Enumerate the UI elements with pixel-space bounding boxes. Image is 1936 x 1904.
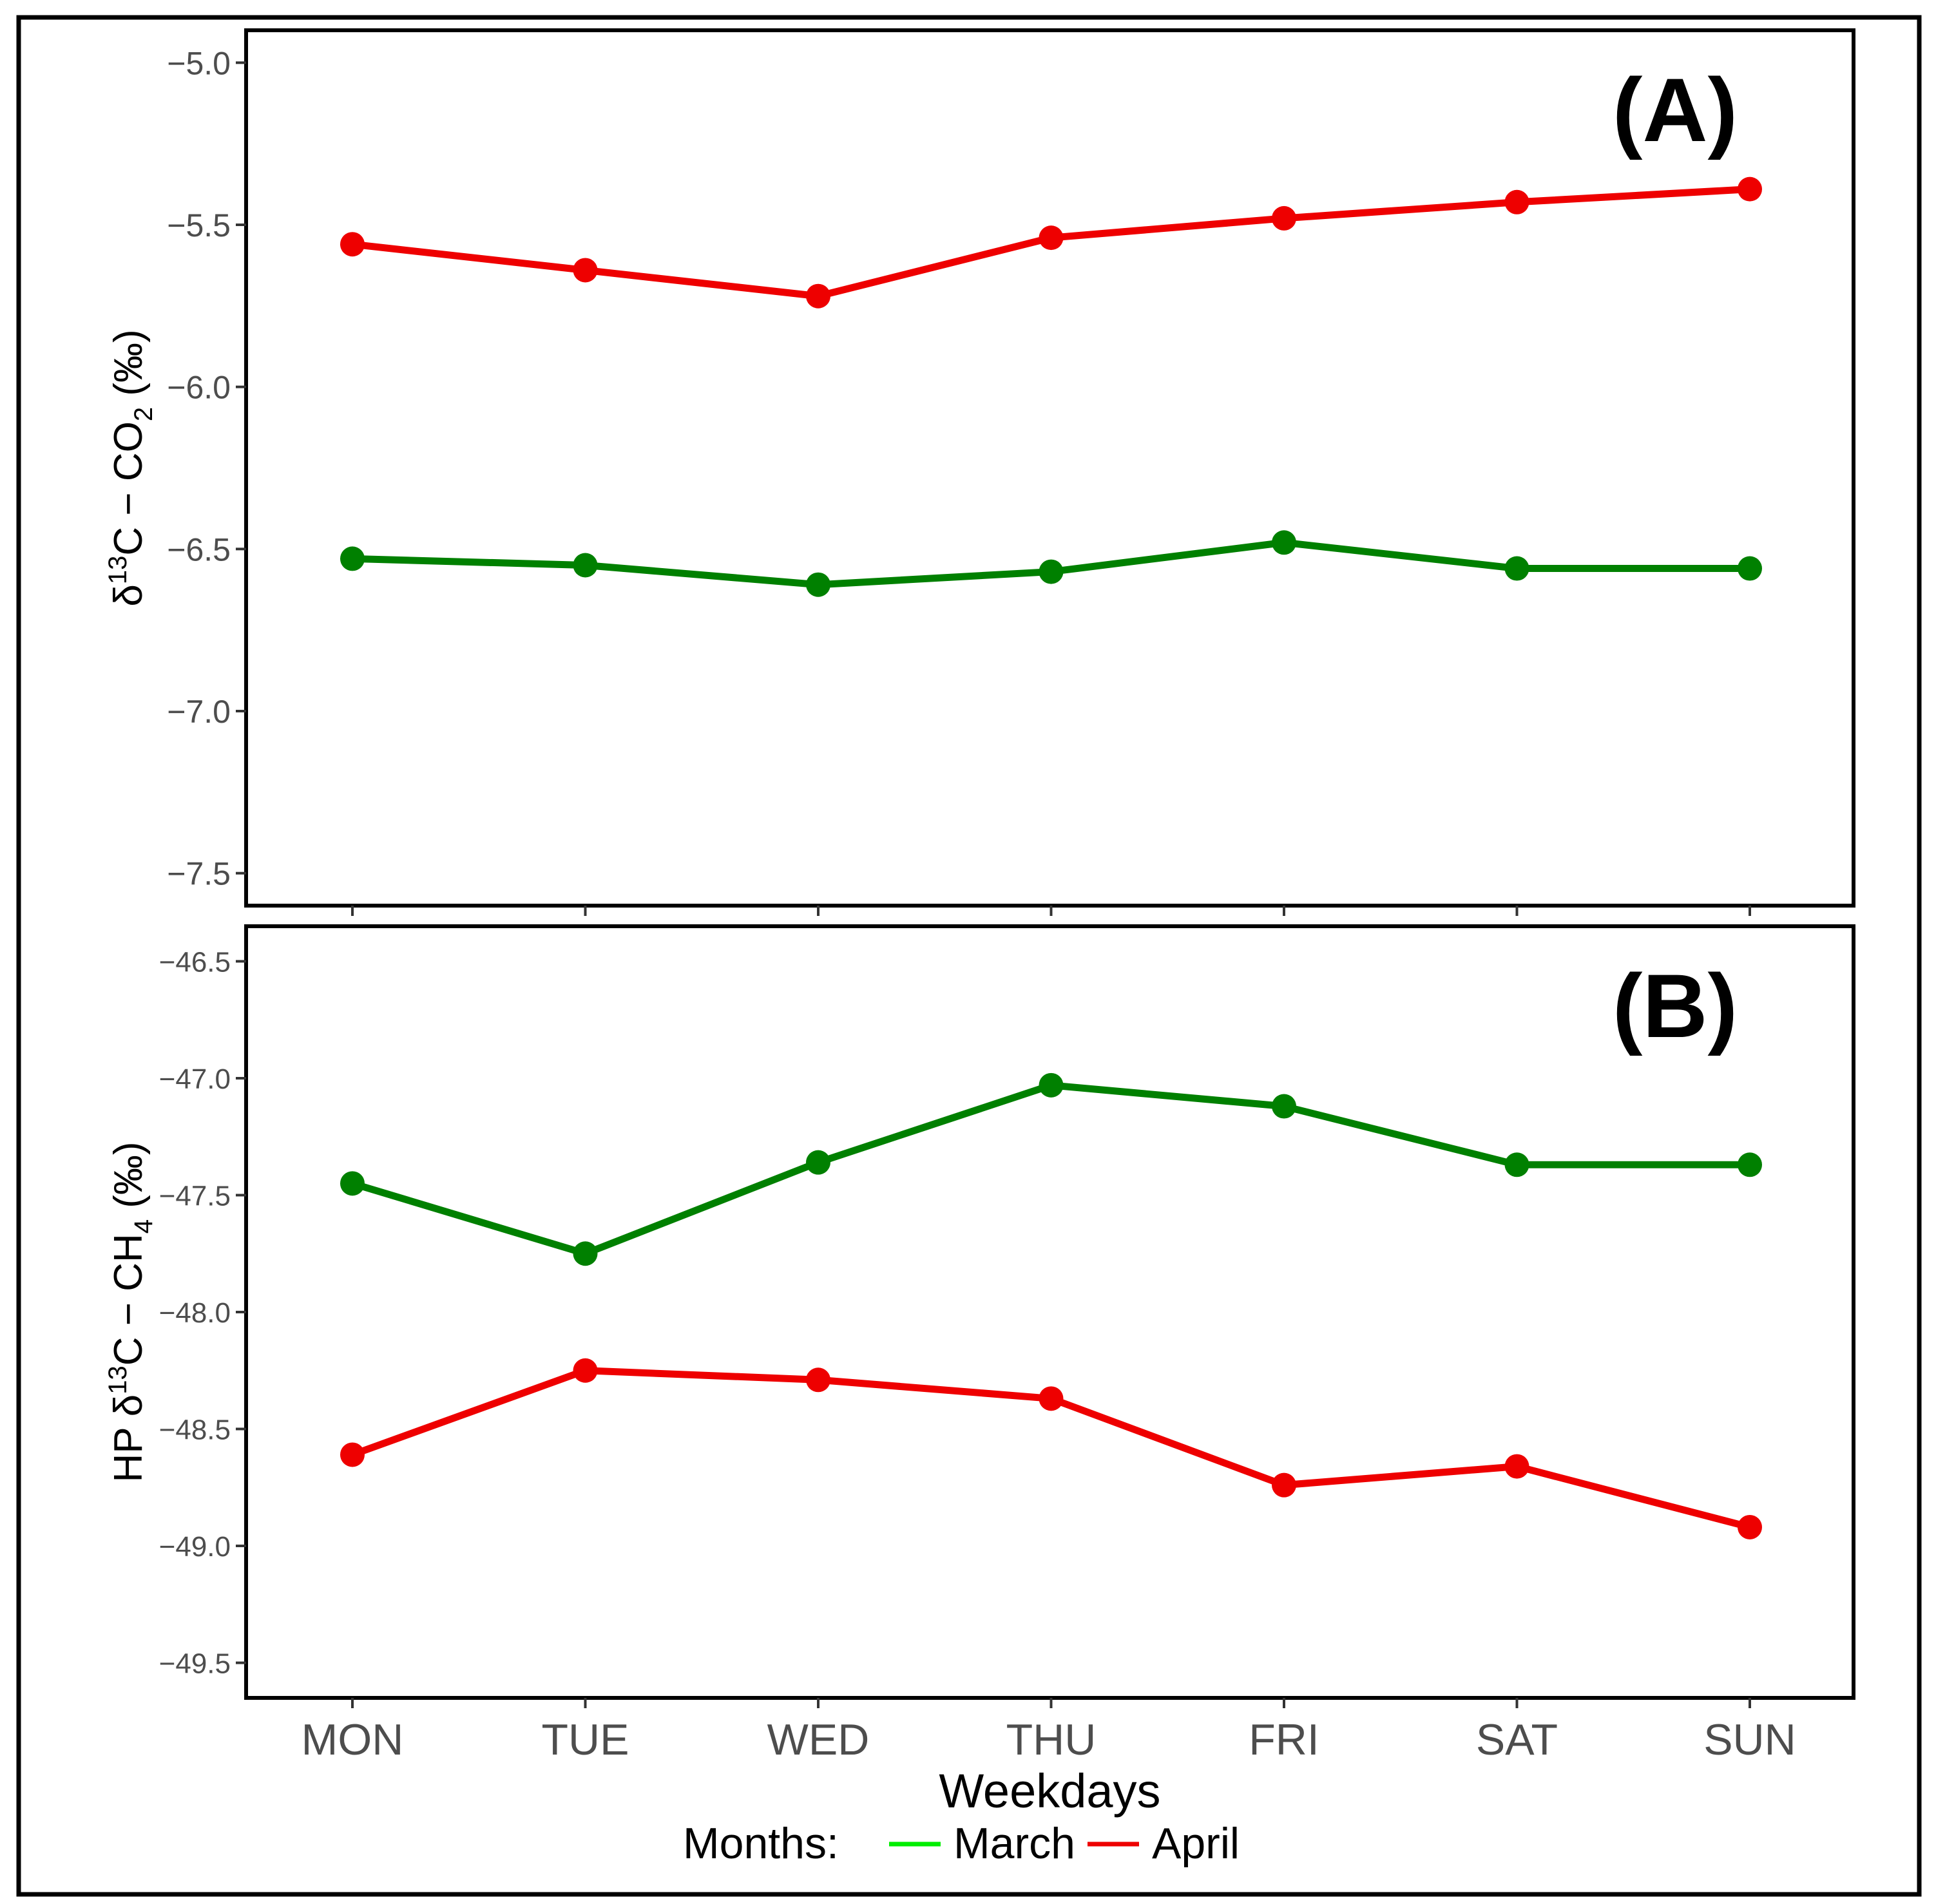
y-axis-label: δ13C − CO2 (‰) xyxy=(104,329,158,606)
data-point-april xyxy=(340,232,365,257)
x-tick-label: TUE xyxy=(542,1715,629,1764)
legend: Months: March April xyxy=(683,1819,1240,1868)
data-point-april xyxy=(340,1442,365,1467)
data-point-april xyxy=(1039,1386,1064,1411)
y-tick-label: −7.0 xyxy=(167,694,231,730)
panel-a-chart: −5.0 −5.5 −6.0 −6.5 −7.0 −7.5 δ13C − CO2 (‰) (A… xyxy=(104,28,1855,916)
y-tick-label: −5.0 xyxy=(167,45,231,81)
data-point-march xyxy=(1039,559,1064,584)
panel-label: (B) xyxy=(1613,955,1738,1056)
data-point-march xyxy=(1738,556,1762,581)
data-point-march xyxy=(1272,1094,1296,1119)
legend-title: Months: xyxy=(683,1819,839,1868)
y-tick-label: −49.5 xyxy=(159,1648,231,1679)
panel-label: (A) xyxy=(1613,59,1738,160)
data-point-march xyxy=(806,1150,830,1175)
data-point-march xyxy=(1504,556,1529,581)
data-point-april xyxy=(806,283,830,309)
y-tick-label: −49.0 xyxy=(159,1531,231,1563)
data-point-april xyxy=(1738,1514,1762,1539)
x-tick-label: SAT xyxy=(1476,1715,1558,1764)
y-axis-label: HP δ13C − CH4 (‰) xyxy=(104,1141,158,1482)
x-tick-label: SUN xyxy=(1703,1715,1796,1764)
y-tick-label: −48.0 xyxy=(159,1297,231,1329)
y-tick-label: −6.0 xyxy=(167,370,231,406)
x-tick-label: FRI xyxy=(1249,1715,1319,1764)
data-point-april xyxy=(806,1367,830,1393)
data-point-april xyxy=(573,258,598,283)
plot-frame xyxy=(244,28,1855,908)
data-point-march xyxy=(573,553,598,578)
y-tick-label: −48.5 xyxy=(159,1414,231,1445)
data-point-march xyxy=(1039,1072,1064,1098)
x-tick-label: WED xyxy=(767,1715,870,1764)
data-point-april xyxy=(573,1358,598,1383)
x-axis-label: Weekdays xyxy=(939,1764,1160,1818)
data-point-march xyxy=(340,1171,365,1196)
data-point-april xyxy=(1272,205,1296,231)
data-point-march xyxy=(573,1241,598,1266)
y-tick-label: −7.5 xyxy=(167,856,231,892)
legend-label-april: April xyxy=(1152,1819,1240,1868)
x-tick-label: THU xyxy=(1006,1715,1097,1764)
y-tick-label: −5.5 xyxy=(167,207,231,243)
y-tick-label: −47.5 xyxy=(159,1180,231,1212)
data-point-april xyxy=(1504,189,1529,214)
data-point-april xyxy=(1039,225,1064,251)
x-tick-label: MON xyxy=(302,1715,404,1764)
y-tick-label: −6.5 xyxy=(167,531,231,567)
data-point-march xyxy=(806,572,830,597)
y-tick-label: −47.0 xyxy=(159,1063,231,1095)
legend-label-march: March xyxy=(954,1819,1075,1868)
y-tick-label: −46.5 xyxy=(159,946,231,978)
panel-b-chart: −46.5 −47.0 −47.5 −48.0 −48.5 −49.0 −49.5 MON TU… xyxy=(104,924,1855,1818)
series-line-march xyxy=(349,1081,1754,1257)
data-point-april xyxy=(1504,1454,1529,1479)
figure-frame xyxy=(16,15,1922,1897)
data-point-april xyxy=(1272,1472,1296,1498)
data-point-march xyxy=(1504,1152,1529,1177)
data-point-march xyxy=(1272,530,1296,555)
data-point-march xyxy=(1738,1152,1762,1177)
data-point-april xyxy=(1738,176,1762,202)
data-point-march xyxy=(340,546,365,571)
